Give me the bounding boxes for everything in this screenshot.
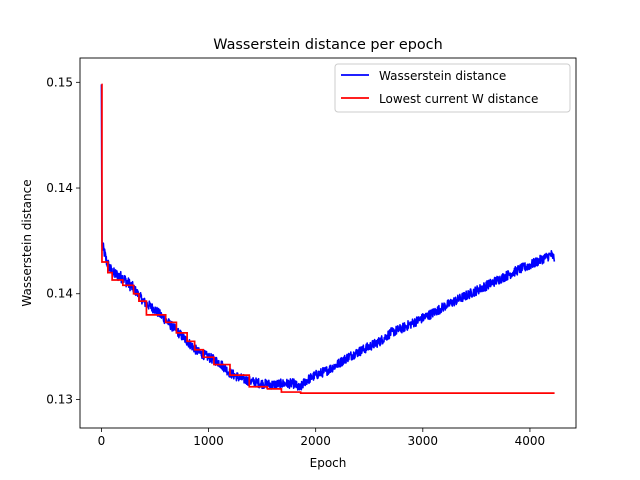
legend-label-lowest: Lowest current W distance (379, 92, 538, 106)
y-tick-label: 0.15 (46, 75, 73, 89)
y-axis: 0.13 0.14 0.14 0.15 (46, 75, 80, 406)
y-axis-label: Wasserstein distance (20, 179, 34, 306)
x-axis-label: Epoch (310, 456, 347, 470)
series-line-lowest (101, 83, 555, 394)
x-tick-label: 4000 (515, 434, 546, 448)
legend: Wasserstein distance Lowest current W di… (334, 63, 571, 113)
legend-box (334, 63, 571, 113)
y-tick-label: 0.14 (46, 181, 73, 195)
x-tick-label: 3000 (408, 434, 439, 448)
chart-title: Wasserstein distance per epoch (213, 37, 442, 53)
x-tick-label: 1000 (193, 434, 224, 448)
legend-label-wasserstein: Wasserstein distance (379, 69, 506, 83)
y-tick-label: 0.14 (46, 287, 73, 301)
y-tick-label: 0.13 (46, 392, 73, 406)
plot-frame (79, 57, 577, 429)
x-tick-label: 2000 (300, 434, 331, 448)
x-tick-label: 0 (98, 434, 106, 448)
series-layer (100, 83, 556, 394)
x-axis: 0 1000 2000 3000 4000 (98, 428, 546, 448)
